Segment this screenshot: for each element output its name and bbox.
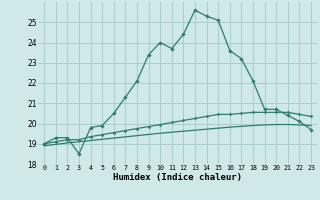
X-axis label: Humidex (Indice chaleur): Humidex (Indice chaleur): [113, 173, 242, 182]
